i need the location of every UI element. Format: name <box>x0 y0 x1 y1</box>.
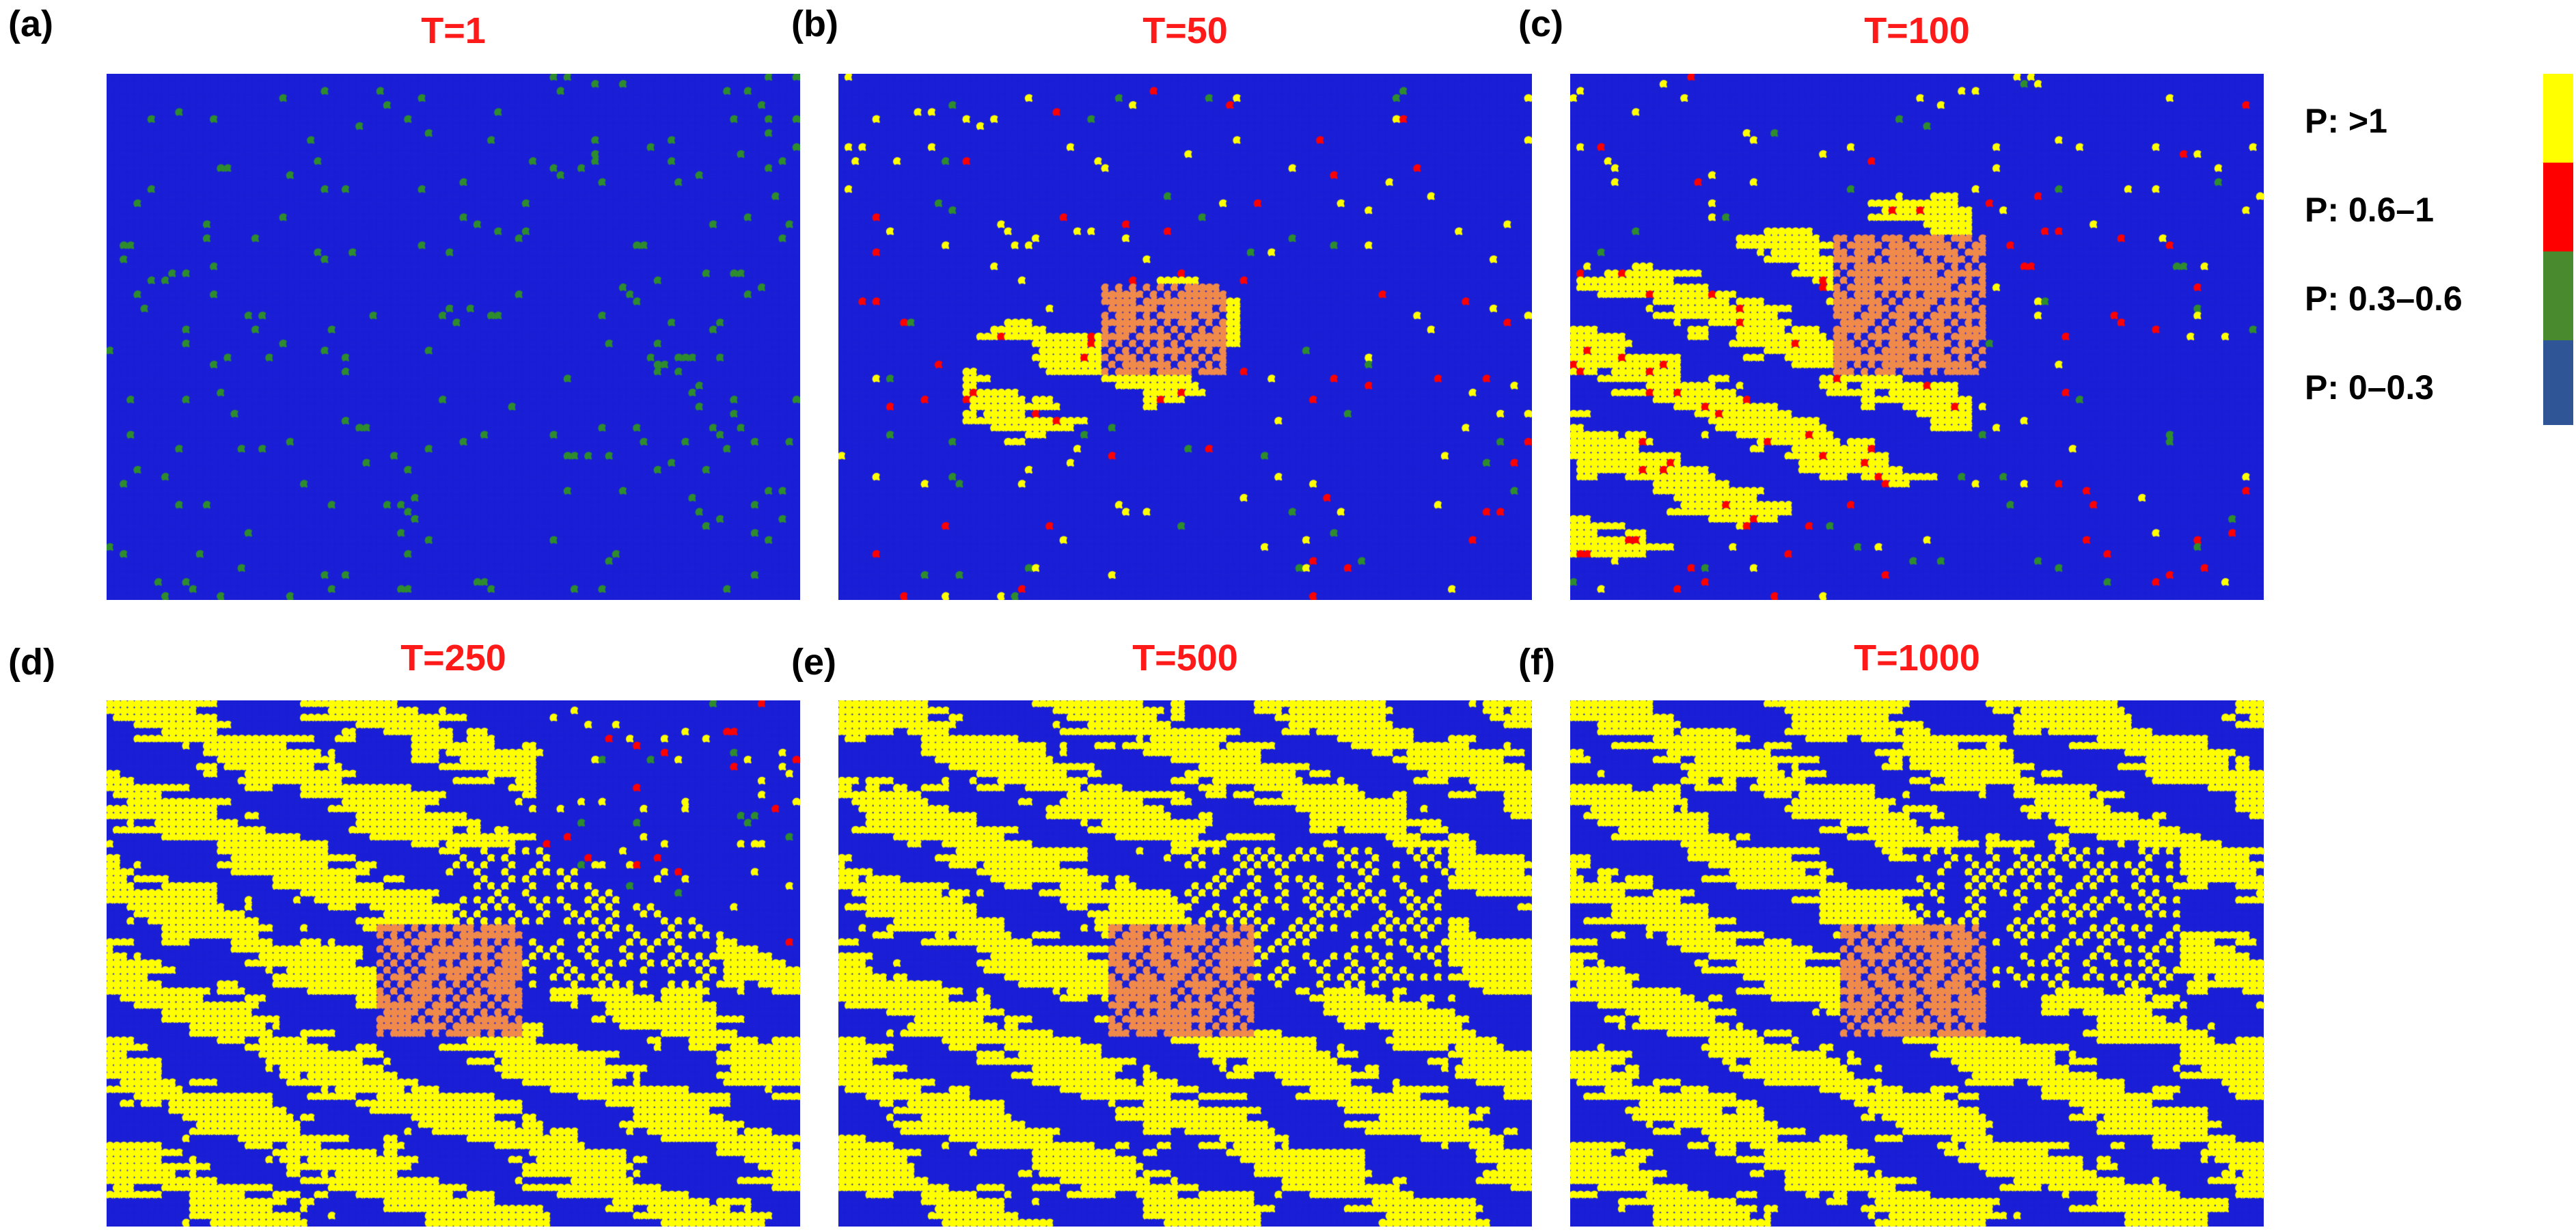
panel-a-grid <box>107 74 800 600</box>
legend-label-0-03: P: 0–0.3 <box>2305 368 2435 407</box>
panel-e-title: T=500 <box>1132 638 1238 679</box>
legend-label-gt1: P: >1 <box>2305 102 2387 140</box>
panel-d-title: T=250 <box>400 638 506 679</box>
panel-e-grid <box>838 700 1532 1227</box>
legend-swatch-red <box>2543 163 2573 251</box>
panel-b-letter: (b) <box>791 3 838 44</box>
legend-label-03-06: P: 0.3–0.6 <box>2305 279 2463 318</box>
legend-swatch-green <box>2543 251 2573 340</box>
panel-b-title: T=50 <box>1142 10 1228 51</box>
panel-d-letter: (d) <box>8 642 55 683</box>
panel-c-grid <box>1570 74 2264 600</box>
panel-f-grid <box>1570 700 2264 1227</box>
panel-e-letter: (e) <box>791 642 836 683</box>
panel-f-letter: (f) <box>1518 642 1555 683</box>
panel-f-title: T=1000 <box>1854 638 1980 679</box>
panel-a-title: T=1 <box>421 10 486 51</box>
panel-d-grid <box>107 700 800 1227</box>
panel-b-grid <box>838 74 1532 600</box>
legend-swatch-yellow <box>2543 74 2573 163</box>
panel-c-title: T=100 <box>1864 10 1970 51</box>
panel-c-letter: (c) <box>1518 3 1563 44</box>
legend-label-06-1: P: 0.6–1 <box>2305 191 2435 229</box>
panel-a-letter: (a) <box>8 3 53 44</box>
legend-swatch-blue <box>2543 340 2573 425</box>
